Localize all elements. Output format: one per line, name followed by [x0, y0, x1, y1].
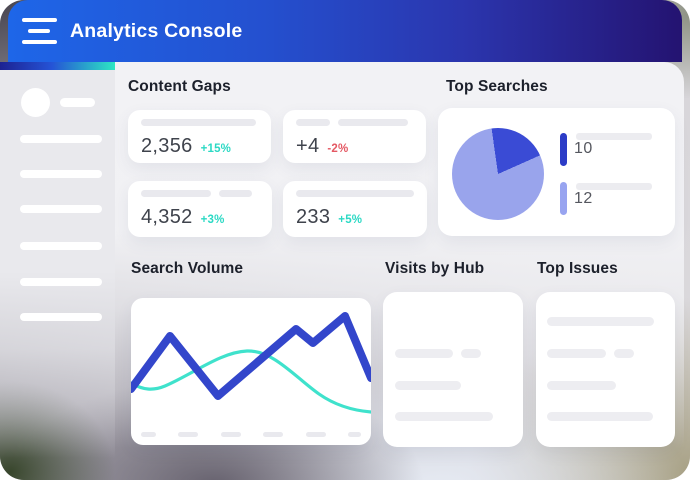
list-item-placeholder — [547, 317, 654, 326]
top-issues-card — [536, 292, 675, 447]
top-issues-heading: Top Issues — [537, 260, 618, 277]
sidebar-accent-bar — [0, 62, 115, 70]
stat-change-badge: +5% — [338, 214, 363, 226]
stat-change-badge: +15% — [200, 143, 232, 155]
sidebar-item-placeholder[interactable] — [20, 313, 102, 321]
legend-label-placeholder — [576, 133, 652, 140]
x-axis-tick-placeholders — [141, 432, 361, 437]
list-item-placeholder — [547, 349, 606, 358]
stat-card[interactable]: 4,352 +3% — [128, 181, 272, 237]
line-chart — [131, 312, 371, 414]
stat-value: 233 — [296, 206, 331, 228]
stat-card[interactable]: 233 +5% — [283, 181, 427, 237]
sidebar-item-placeholder[interactable] — [20, 278, 102, 286]
search-volume-heading: Search Volume — [131, 260, 244, 277]
stat-value: 2,356 — [141, 135, 193, 157]
avatar[interactable] — [21, 88, 50, 117]
stat-label-placeholder — [338, 119, 408, 126]
legend-swatch — [560, 182, 567, 215]
visits-by-hub-heading: Visits by Hub — [385, 260, 485, 277]
sidebar-item-placeholder[interactable] — [20, 170, 102, 178]
app-title: Analytics Console — [70, 19, 243, 42]
legend-swatch — [560, 133, 567, 166]
stat-card[interactable]: +4 -2% — [283, 110, 426, 163]
stat-card[interactable]: 2,356 +15% — [128, 110, 271, 163]
list-item-placeholder — [395, 412, 493, 421]
sidebar — [0, 70, 115, 458]
stat-label-placeholder — [219, 190, 252, 197]
profile-name-placeholder — [60, 98, 95, 107]
app-header: Analytics Console — [8, 0, 682, 62]
visits-by-hub-card — [383, 292, 523, 447]
legend-value: 12 — [574, 190, 593, 207]
stat-change-badge: -2% — [327, 143, 349, 155]
hamburger-menu-icon[interactable] — [22, 16, 58, 46]
list-item-placeholder — [461, 349, 481, 358]
content-gaps-heading: Content Gaps — [128, 78, 231, 95]
legend-label-placeholder — [576, 183, 652, 190]
pie-chart — [452, 128, 544, 220]
list-item-placeholder — [547, 412, 653, 421]
legend-value: 10 — [574, 140, 593, 157]
stat-label-placeholder — [296, 190, 414, 197]
stat-change-badge: +3% — [200, 214, 225, 226]
sidebar-item-placeholder[interactable] — [20, 135, 102, 143]
search-volume-card — [131, 298, 371, 445]
list-item-placeholder — [395, 381, 461, 390]
top-searches-heading: Top Searches — [446, 78, 548, 95]
sidebar-item-placeholder[interactable] — [20, 205, 102, 213]
stat-label-placeholder — [141, 119, 256, 126]
stat-label-placeholder — [141, 190, 211, 197]
stat-label-placeholder — [296, 119, 330, 126]
list-item-placeholder — [614, 349, 634, 358]
stat-value: +4 — [296, 135, 320, 157]
stat-value: 4,352 — [141, 206, 193, 228]
sidebar-item-placeholder[interactable] — [20, 242, 102, 250]
list-item-placeholder — [547, 381, 616, 390]
list-item-placeholder — [395, 349, 453, 358]
top-searches-card: 10 12 — [438, 108, 675, 236]
